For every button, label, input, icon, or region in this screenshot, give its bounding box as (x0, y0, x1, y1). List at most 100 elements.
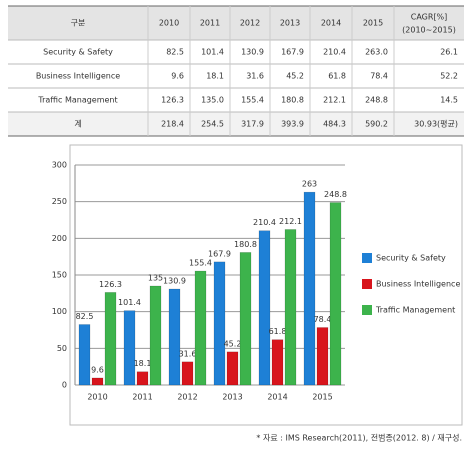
y-tick-label: 250 (52, 197, 67, 206)
table-header-cell: 2014 (321, 19, 341, 28)
bar (194, 270, 207, 386)
table-header-sub: (2010~2015) (402, 26, 456, 35)
table-cell: 590.2 (365, 120, 388, 129)
x-tick-label: 2010 (87, 393, 107, 402)
bar (149, 285, 162, 386)
chart-frame (69, 144, 463, 426)
table-cell: 263.0 (365, 48, 388, 57)
x-tick-label: 2015 (312, 393, 332, 402)
y-tick-label: 200 (52, 234, 67, 243)
table-cell: 155.4 (241, 96, 264, 105)
table-header-cell: 구분 (71, 19, 86, 28)
legend-label: Business Intelligence (376, 280, 460, 289)
legend-swatch (362, 253, 372, 263)
legend-swatch (362, 279, 372, 289)
table-header-bg (8, 6, 464, 40)
bar (123, 310, 136, 386)
value-label: 248.8 (324, 190, 347, 199)
bar (136, 371, 149, 386)
table-cell: 31.6 (246, 72, 264, 81)
table-cell: 78.4 (370, 72, 388, 81)
table-cell: 317.9 (241, 120, 264, 129)
legend-label: Security & Safety (376, 254, 446, 263)
legend-label: Traffic Management (375, 306, 455, 315)
table-cell: 254.5 (201, 120, 224, 129)
value-label: 130.9 (163, 277, 186, 286)
y-tick-label: 100 (52, 307, 67, 316)
value-label: 31.6 (179, 349, 197, 358)
table-cell: 248.8 (365, 96, 388, 105)
value-label: 45.2 (224, 339, 242, 348)
bar (168, 288, 181, 386)
table-header-cell: 2011 (200, 19, 220, 28)
value-label: 135 (148, 274, 163, 283)
bar (284, 229, 297, 386)
table-cell: 82.5 (166, 48, 184, 57)
bar (316, 327, 329, 386)
value-label: 263 (302, 180, 317, 189)
bar (226, 351, 239, 386)
bar (91, 377, 104, 386)
table-header-cell: CAGR[%] (411, 13, 448, 22)
x-tick-label: 2013 (222, 393, 242, 402)
y-tick-label: 300 (52, 161, 67, 170)
table-cell: 212.1 (323, 96, 346, 105)
bar (213, 261, 226, 386)
y-tick-label: 0 (62, 381, 67, 390)
table-cell: 14.5 (440, 96, 458, 105)
bar (258, 230, 271, 386)
table-cell: 26.1 (440, 48, 458, 57)
value-label: 210.4 (253, 218, 276, 227)
table-cell: Business Intelligence (36, 72, 120, 81)
table-cell: 18.1 (206, 72, 224, 81)
bar (78, 324, 91, 386)
value-label: 126.3 (99, 280, 122, 289)
value-label: 78.4 (314, 315, 332, 324)
value-label: 167.9 (208, 249, 231, 258)
bar (239, 252, 252, 386)
table-cell: 9.6 (171, 72, 184, 81)
bar (303, 191, 316, 386)
table-cell: 61.8 (328, 72, 346, 81)
bar (104, 292, 117, 386)
value-label: 61.8 (269, 327, 287, 336)
value-label: 101.4 (118, 298, 141, 307)
bar (181, 361, 194, 386)
x-tick-label: 2011 (132, 393, 152, 402)
value-label: 9.6 (91, 365, 104, 374)
table-header-cell: 2013 (280, 19, 300, 28)
table-cell: 484.3 (323, 120, 346, 129)
bar (271, 339, 284, 386)
bar (329, 202, 342, 386)
table-cell: 393.9 (281, 120, 304, 129)
y-tick-label: 150 (52, 271, 67, 280)
value-label: 155.4 (189, 259, 212, 268)
table-cell: 101.4 (201, 48, 224, 57)
x-tick-label: 2014 (267, 393, 287, 402)
value-label: 212.1 (279, 217, 302, 226)
table-cell: 계 (74, 119, 81, 129)
table-header-cell: 2010 (159, 19, 179, 28)
table-cell: 52.2 (440, 72, 458, 81)
table-header-cell: 2015 (363, 19, 383, 28)
table-cell: 210.4 (323, 48, 346, 57)
x-tick-label: 2012 (177, 393, 197, 402)
footnote: * 자료 : IMS Research(2011), 전범종(2012. 8) … (256, 433, 462, 443)
table-total-bg (8, 112, 464, 136)
table-cell: 45.2 (286, 72, 304, 81)
table-cell: 30.93(평균) (414, 119, 458, 129)
table-cell: 167.9 (281, 48, 304, 57)
table-header-cell: 2012 (240, 19, 260, 28)
table-cell: 130.9 (241, 48, 264, 57)
y-tick-label: 50 (57, 344, 67, 353)
table-cell: 218.4 (161, 120, 184, 129)
table-cell: 135.0 (201, 96, 224, 105)
table-cell: Traffic Management (37, 96, 117, 105)
table-cell: 180.8 (281, 96, 304, 105)
table-cell: 126.3 (161, 96, 184, 105)
value-label: 82.5 (76, 312, 94, 321)
legend-swatch (362, 305, 372, 315)
value-label: 180.8 (234, 240, 257, 249)
